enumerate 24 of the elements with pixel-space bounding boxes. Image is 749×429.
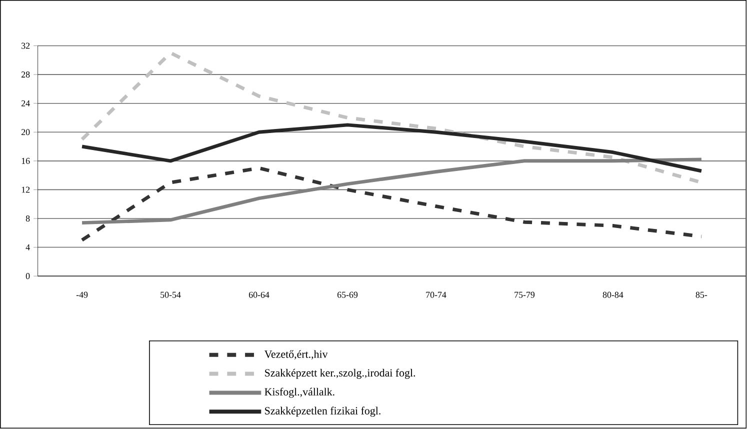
y-tick-label: 16	[22, 158, 30, 164]
line-series	[80, 158, 704, 225]
y-tick-label: 20	[22, 129, 30, 136]
y-tick-label: 24	[22, 100, 30, 107]
legend-label: Szakképzetlen fizikai fogl.	[265, 406, 380, 417]
y-tick-label: 28	[22, 72, 30, 78]
line-series	[80, 166, 704, 242]
x-tick-label: 80-84	[602, 292, 624, 298]
y-tick-label: 12	[22, 186, 30, 193]
legend-label: Vezető,ért.,hiv	[264, 350, 328, 360]
y-tick-label: 0	[26, 273, 30, 280]
legend-label: Kisfogl.,vállalk.	[264, 388, 334, 398]
line-series	[80, 123, 704, 173]
y-tick-label: 32	[22, 42, 30, 50]
x-tick-label: 75-79	[514, 292, 535, 298]
legend-label: Szakképzett ker.,szolg.,irodai fogl.	[265, 368, 416, 380]
x-tick-label: 50-54	[160, 292, 181, 298]
y-tick-label: 8	[26, 216, 30, 222]
x-tick-label: 70-74	[426, 292, 446, 298]
y-tick-label: 4	[26, 244, 30, 250]
x-tick-label: 60-64	[248, 292, 270, 298]
x-tick-label: 65-69	[337, 292, 358, 298]
x-tick-label: 85-	[696, 292, 708, 298]
x-tick-label: -49	[76, 292, 88, 298]
